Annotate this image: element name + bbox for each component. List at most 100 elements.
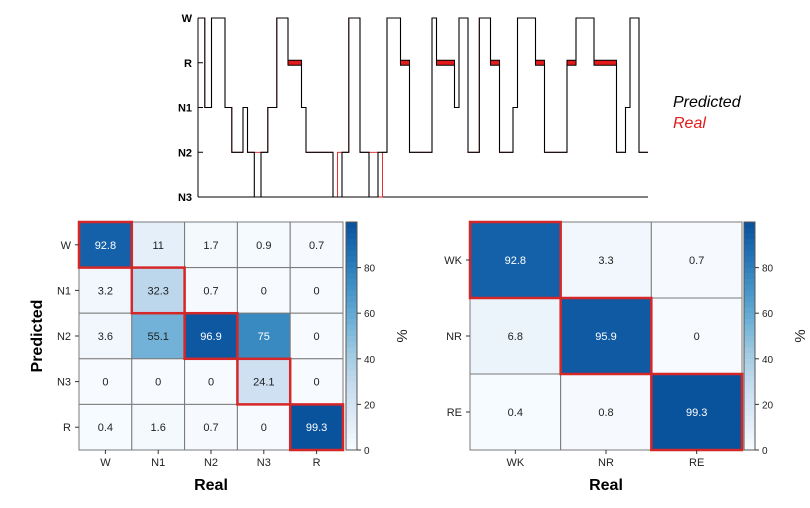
x-tick-label: N2 (204, 457, 218, 469)
colorbar-segment (346, 227, 357, 234)
colorbar-segment (346, 353, 357, 360)
cell-value: 0 (314, 331, 320, 343)
colorbar-segment (346, 427, 357, 434)
cell-value: 0.4 (508, 407, 523, 419)
cell-value: 1.7 (203, 240, 218, 252)
hypnogram-tick-label: N2 (178, 147, 192, 159)
colorbar-segment (346, 341, 357, 348)
legend-predicted: Predicted (673, 94, 742, 111)
colorbar-label: % (792, 329, 809, 342)
colorbar-segment (346, 261, 357, 269)
colorbar-segment (744, 261, 755, 269)
hypnogram-tick-label: N1 (178, 103, 192, 115)
colorbar-segment (346, 438, 357, 445)
y-tick-label: N3 (57, 377, 71, 389)
cell-value: 0 (155, 377, 161, 389)
rem-segment-marker (436, 59, 455, 66)
colorbar-segment (744, 313, 755, 320)
colorbar-segment (744, 410, 755, 417)
colorbar-segment (346, 250, 357, 257)
colorbar-segment (744, 256, 755, 263)
colorbar-segment (346, 370, 357, 377)
y-tick-label: WK (444, 255, 462, 267)
colorbar-segment (744, 341, 755, 348)
x-tick-label: N1 (151, 457, 165, 469)
x-tick-label: WK (506, 457, 524, 469)
colorbar-frame (345, 221, 358, 451)
matrix-cell (184, 403, 238, 451)
colorbar-segment (744, 279, 755, 286)
hypnogram-legend: Predicted Real (673, 94, 742, 132)
colorbar-segment (744, 444, 755, 451)
colorbar-segment (744, 393, 755, 400)
colorbar-segment (346, 233, 357, 240)
cell-value: 92.8 (505, 255, 526, 267)
cell-value: 0.7 (203, 285, 218, 297)
cell-value: 99.3 (306, 422, 327, 434)
colorbar-segment (744, 375, 755, 383)
cell-value: 96.9 (200, 331, 221, 343)
matrix-cell (78, 312, 133, 360)
colorbar-segment (744, 273, 755, 280)
matrix-cell (289, 267, 344, 314)
colorbar-tick-label: 40 (762, 355, 774, 366)
colorbar-segment (744, 398, 755, 405)
diagonal-highlight (236, 357, 292, 406)
rem-segment-marker (566, 59, 577, 66)
colorbar-segment (744, 353, 755, 360)
colorbar-segment (744, 318, 755, 326)
confusion-matrix-5class: 92.8 11 1.7 0.9 0.7 3.2 32.3 0.7 0 0 3.6 55.1 96.9 75… (29, 220, 411, 494)
colorbar-segment (346, 404, 357, 411)
matrix-cell (184, 312, 238, 360)
colorbar-segment (346, 336, 357, 343)
colorbar-segment (744, 239, 755, 246)
rem-segment-marker (535, 59, 545, 66)
colorbar-segment (744, 244, 755, 251)
colorbar-segment (744, 381, 755, 388)
x-axis-label: Real (589, 477, 623, 494)
colorbar-segment (346, 301, 357, 308)
colorbar-tick-label: 60 (364, 309, 376, 320)
matrix-cell (78, 358, 133, 405)
cell-value: 0.7 (309, 240, 324, 252)
colorbar-segment (346, 421, 357, 428)
colorbar-segment (346, 358, 357, 365)
colorbar-segment (346, 313, 357, 320)
colorbar-segment (346, 222, 357, 229)
cell-value: 0 (314, 377, 320, 389)
diagonal-highlight (130, 266, 186, 315)
colorbar-segment (744, 387, 755, 394)
cell-value: 6.8 (508, 331, 523, 343)
colorbar-segment (346, 296, 357, 303)
colorbar-segment (346, 279, 357, 286)
colorbar-segment (346, 364, 357, 371)
y-tick-label: N1 (57, 285, 71, 297)
matrix-cell (289, 312, 344, 360)
colorbar-tick-label: 20 (364, 400, 376, 411)
colorbar-segment (346, 393, 357, 400)
colorbar-tick-label: 80 (762, 264, 774, 275)
colorbar-segment (744, 284, 755, 291)
rem-segment-marker (400, 59, 410, 66)
colorbar-tick-label: 0 (364, 446, 370, 457)
colorbar-segment (744, 364, 755, 371)
colorbar-segment (346, 381, 357, 388)
colorbar-segment (744, 296, 755, 303)
cell-value: 0 (208, 377, 214, 389)
colorbar-segment (744, 250, 755, 257)
colorbar-segment (346, 324, 357, 331)
colorbar-segment (744, 290, 755, 297)
colorbar-segment (346, 415, 357, 422)
cell-value: 0 (261, 285, 267, 297)
colorbar-segment (346, 375, 357, 383)
colorbar-segment (346, 284, 357, 291)
matrix-cell (560, 373, 652, 451)
hypnogram-tick-label: W (182, 13, 193, 25)
cell-value: 75 (258, 331, 270, 343)
colorbar-segment (744, 222, 755, 229)
diagonal-highlight (559, 296, 653, 376)
cell-value: 99.3 (686, 407, 707, 419)
matrix-cell (78, 403, 133, 451)
matrix-cell (236, 221, 291, 269)
